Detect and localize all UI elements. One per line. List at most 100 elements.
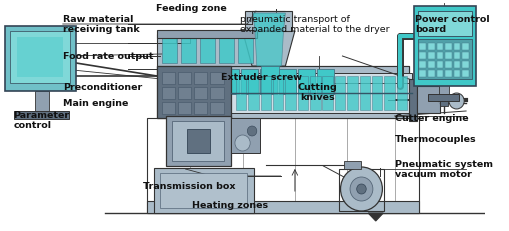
Bar xyxy=(236,77,246,110)
Bar xyxy=(147,119,418,213)
Bar xyxy=(231,119,259,153)
Bar xyxy=(417,40,471,80)
Bar xyxy=(408,80,416,122)
Bar xyxy=(453,53,460,60)
Bar xyxy=(14,112,69,119)
Bar xyxy=(359,77,370,110)
Bar xyxy=(231,74,411,113)
Bar xyxy=(157,67,408,77)
Bar xyxy=(193,103,207,115)
Text: Preconditioner: Preconditioner xyxy=(63,82,142,91)
Bar xyxy=(210,88,223,100)
Polygon shape xyxy=(252,14,285,32)
Bar xyxy=(35,92,48,113)
Bar xyxy=(347,77,357,110)
Bar xyxy=(416,87,440,113)
Bar xyxy=(427,94,459,102)
Bar xyxy=(322,77,332,110)
Circle shape xyxy=(448,94,463,109)
Text: Thermocouples: Thermocouples xyxy=(394,134,476,143)
Bar xyxy=(419,71,426,78)
Bar xyxy=(17,38,63,78)
Polygon shape xyxy=(254,32,283,67)
Bar xyxy=(187,129,210,153)
Bar xyxy=(157,35,257,67)
Bar xyxy=(461,53,468,60)
Bar xyxy=(427,71,434,78)
Circle shape xyxy=(356,184,365,194)
Text: Extruder screw: Extruder screw xyxy=(220,73,301,82)
Bar xyxy=(172,122,224,161)
Bar xyxy=(154,168,253,213)
Bar xyxy=(245,12,292,32)
Circle shape xyxy=(247,126,257,137)
Bar xyxy=(444,53,451,60)
Polygon shape xyxy=(367,213,383,221)
Text: Cutting
knives: Cutting knives xyxy=(297,83,337,102)
Bar xyxy=(157,94,408,106)
Bar xyxy=(221,70,238,94)
Bar xyxy=(178,73,191,85)
Bar xyxy=(157,67,408,119)
Bar xyxy=(371,77,382,110)
Bar xyxy=(248,77,258,110)
Bar xyxy=(316,70,333,94)
Bar xyxy=(444,71,451,78)
Bar xyxy=(427,62,434,69)
Bar xyxy=(161,103,175,115)
Bar xyxy=(161,88,175,100)
Bar xyxy=(240,70,257,94)
Text: Feeding zone: Feeding zone xyxy=(156,4,227,12)
Bar xyxy=(210,73,223,85)
Bar xyxy=(237,38,252,64)
Bar xyxy=(193,73,207,85)
Bar xyxy=(444,44,451,51)
Bar xyxy=(427,53,434,60)
Bar xyxy=(453,44,460,51)
Polygon shape xyxy=(242,32,294,67)
Bar xyxy=(417,12,471,37)
Bar xyxy=(193,88,207,100)
Bar xyxy=(453,71,460,78)
Bar xyxy=(10,32,70,84)
Bar xyxy=(453,62,460,69)
Text: Main engine: Main engine xyxy=(63,98,128,107)
Bar xyxy=(180,38,195,64)
Bar xyxy=(334,77,345,110)
Bar xyxy=(5,27,76,92)
Bar xyxy=(419,62,426,69)
Bar xyxy=(297,77,307,110)
Bar xyxy=(278,70,295,94)
Bar xyxy=(272,77,283,110)
Bar xyxy=(461,44,468,51)
Bar xyxy=(427,44,434,51)
Bar xyxy=(147,201,418,213)
Text: pneumatic transport of
expanded material to the dryer: pneumatic transport of expanded material… xyxy=(240,15,389,34)
Text: Transmission box: Transmission box xyxy=(143,182,235,190)
Bar xyxy=(338,169,384,211)
Text: Heating zones: Heating zones xyxy=(191,200,267,209)
Circle shape xyxy=(340,167,382,211)
Bar xyxy=(161,73,175,85)
Bar xyxy=(436,44,442,51)
Bar xyxy=(178,88,191,100)
Bar xyxy=(309,77,320,110)
Bar xyxy=(461,71,468,78)
Bar xyxy=(210,103,223,115)
Text: Power control
board: Power control board xyxy=(414,15,489,34)
Bar xyxy=(159,173,247,208)
Text: Parameter
control: Parameter control xyxy=(14,110,70,130)
Bar xyxy=(183,70,201,94)
Bar xyxy=(440,94,447,106)
Bar xyxy=(178,103,191,115)
Bar xyxy=(444,62,451,69)
Bar xyxy=(157,31,257,39)
Text: Cutter engine: Cutter engine xyxy=(394,113,468,122)
Text: Food rate output: Food rate output xyxy=(63,52,153,61)
Bar xyxy=(344,161,361,169)
Circle shape xyxy=(235,135,250,151)
Bar xyxy=(419,44,426,51)
Text: Pneumatic system
vacuum motor: Pneumatic system vacuum motor xyxy=(394,159,492,178)
Bar xyxy=(396,77,406,110)
Bar xyxy=(166,116,231,166)
